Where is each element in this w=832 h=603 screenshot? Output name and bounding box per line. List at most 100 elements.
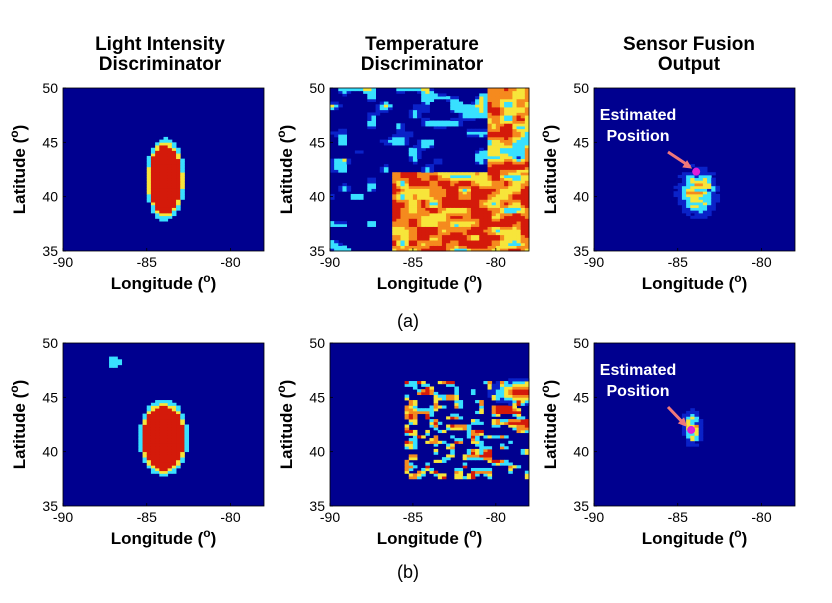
- heatmap-cell: [400, 128, 406, 132]
- y-tick-label: 40: [573, 444, 589, 460]
- heatmap-cell: [698, 193, 704, 198]
- heatmap-cell: [499, 139, 505, 143]
- heatmap-cell: [367, 180, 372, 184]
- heatmap-cell: [392, 245, 397, 249]
- heatmap-cell: [446, 183, 451, 187]
- heatmap-cell: [450, 234, 455, 238]
- heatmap-cell: [487, 174, 493, 179]
- heatmap-cell: [441, 229, 447, 233]
- heatmap-cell: [437, 248, 443, 252]
- heatmap-cell: [392, 142, 397, 146]
- heatmap-cell: [450, 98, 455, 102]
- heatmap-cell: [508, 215, 513, 219]
- heatmap-cell: [524, 383, 530, 387]
- heatmap-cell: [470, 391, 476, 396]
- heatmap-cell: [495, 101, 501, 105]
- heatmap-cell: [479, 212, 484, 217]
- heatmap-cell: [171, 196, 177, 200]
- heatmap-cell: [466, 215, 472, 219]
- heatmap-cell: [146, 172, 152, 176]
- heatmap-cell: [458, 210, 464, 214]
- heatmap-cell: [454, 240, 459, 244]
- heatmap-cell: [433, 427, 439, 431]
- heatmap-cell: [686, 432, 691, 436]
- heatmap-cell: [520, 109, 526, 113]
- heatmap-cell: [450, 413, 455, 417]
- heatmap-cell: [392, 183, 397, 187]
- heatmap-cell: [491, 177, 497, 181]
- heatmap-cell: [176, 416, 181, 420]
- heatmap-cell: [512, 107, 517, 111]
- heatmap-cell: [450, 202, 455, 206]
- heatmap-cell: [450, 245, 455, 249]
- heatmap-cell: [495, 164, 501, 168]
- heatmap-cell: [504, 101, 509, 105]
- heatmap-cell: [404, 245, 410, 249]
- heatmap-cell: [159, 191, 164, 195]
- heatmap-cell: [681, 416, 687, 420]
- heatmap-cell: [446, 394, 451, 398]
- heatmap-cell: [180, 421, 185, 425]
- heatmap-cell: [698, 204, 704, 208]
- heatmap-cell: [138, 427, 143, 431]
- heatmap-cell: [516, 153, 522, 157]
- heatmap-cell: [516, 381, 522, 385]
- heatmap-cell: [155, 166, 160, 170]
- heatmap-cell: [483, 172, 488, 176]
- column-title-line2: Discriminator: [360, 54, 484, 75]
- heatmap-cell: [163, 166, 169, 170]
- heatmap-cell: [379, 139, 385, 143]
- heatmap-cell: [421, 142, 426, 146]
- heatmap-cell: [142, 419, 148, 423]
- heatmap-cell: [512, 221, 517, 225]
- heatmap-cell: [470, 467, 476, 472]
- heatmap-cell: [475, 202, 480, 206]
- heatmap-cell: [508, 202, 513, 206]
- heatmap-cell: [412, 408, 418, 412]
- heatmap-cell: [504, 120, 509, 124]
- annotation-arrowhead: [682, 160, 693, 169]
- heatmap-cell: [396, 199, 401, 203]
- heatmap-cell: [146, 457, 152, 461]
- heatmap-cell: [450, 451, 455, 455]
- heatmap-cell: [508, 394, 513, 398]
- heatmap-cell: [417, 150, 422, 154]
- heatmap-cell: [417, 207, 422, 211]
- heatmap-cell: [698, 185, 704, 189]
- heatmap-cell: [346, 158, 352, 162]
- heatmap-cell: [163, 210, 169, 214]
- heatmap-cell: [429, 120, 435, 124]
- heatmap-cell: [479, 153, 484, 157]
- heatmap-cell: [433, 177, 439, 181]
- heatmap-cell: [512, 212, 517, 217]
- heatmap-cell: [150, 416, 156, 420]
- heatmap-cell: [694, 177, 700, 181]
- heatmap-cell: [429, 470, 435, 474]
- heatmap-cell: [176, 191, 181, 195]
- heatmap-cell: [392, 204, 397, 208]
- heatmap-cell: [508, 204, 513, 208]
- heatmap-cell: [433, 191, 439, 195]
- heatmap-cell: [146, 435, 152, 439]
- heatmap-cell: [433, 451, 439, 455]
- heatmap-cell: [421, 470, 426, 474]
- heatmap-cell: [150, 207, 156, 211]
- heatmap-cell: [524, 90, 530, 94]
- heatmap-cell: [475, 218, 480, 222]
- heatmap-cell: [475, 438, 480, 442]
- heatmap-cell: [495, 223, 501, 227]
- heatmap-cell: [707, 212, 712, 217]
- heatmap-cell: [421, 139, 426, 143]
- heatmap-cell: [425, 207, 430, 211]
- heatmap-cell: [495, 90, 501, 94]
- heatmap-cell: [479, 421, 484, 425]
- heatmap-cell: [176, 193, 181, 198]
- heatmap-cell: [483, 101, 488, 105]
- heatmap-cell: [454, 231, 459, 236]
- y-axis-label: Latitude (o): [274, 125, 296, 215]
- heatmap-cells: [330, 88, 530, 252]
- heatmap-cell: [454, 123, 459, 127]
- heatmap-cell: [520, 221, 526, 225]
- heatmap-cell: [466, 112, 472, 116]
- heatmap-cell: [516, 142, 522, 146]
